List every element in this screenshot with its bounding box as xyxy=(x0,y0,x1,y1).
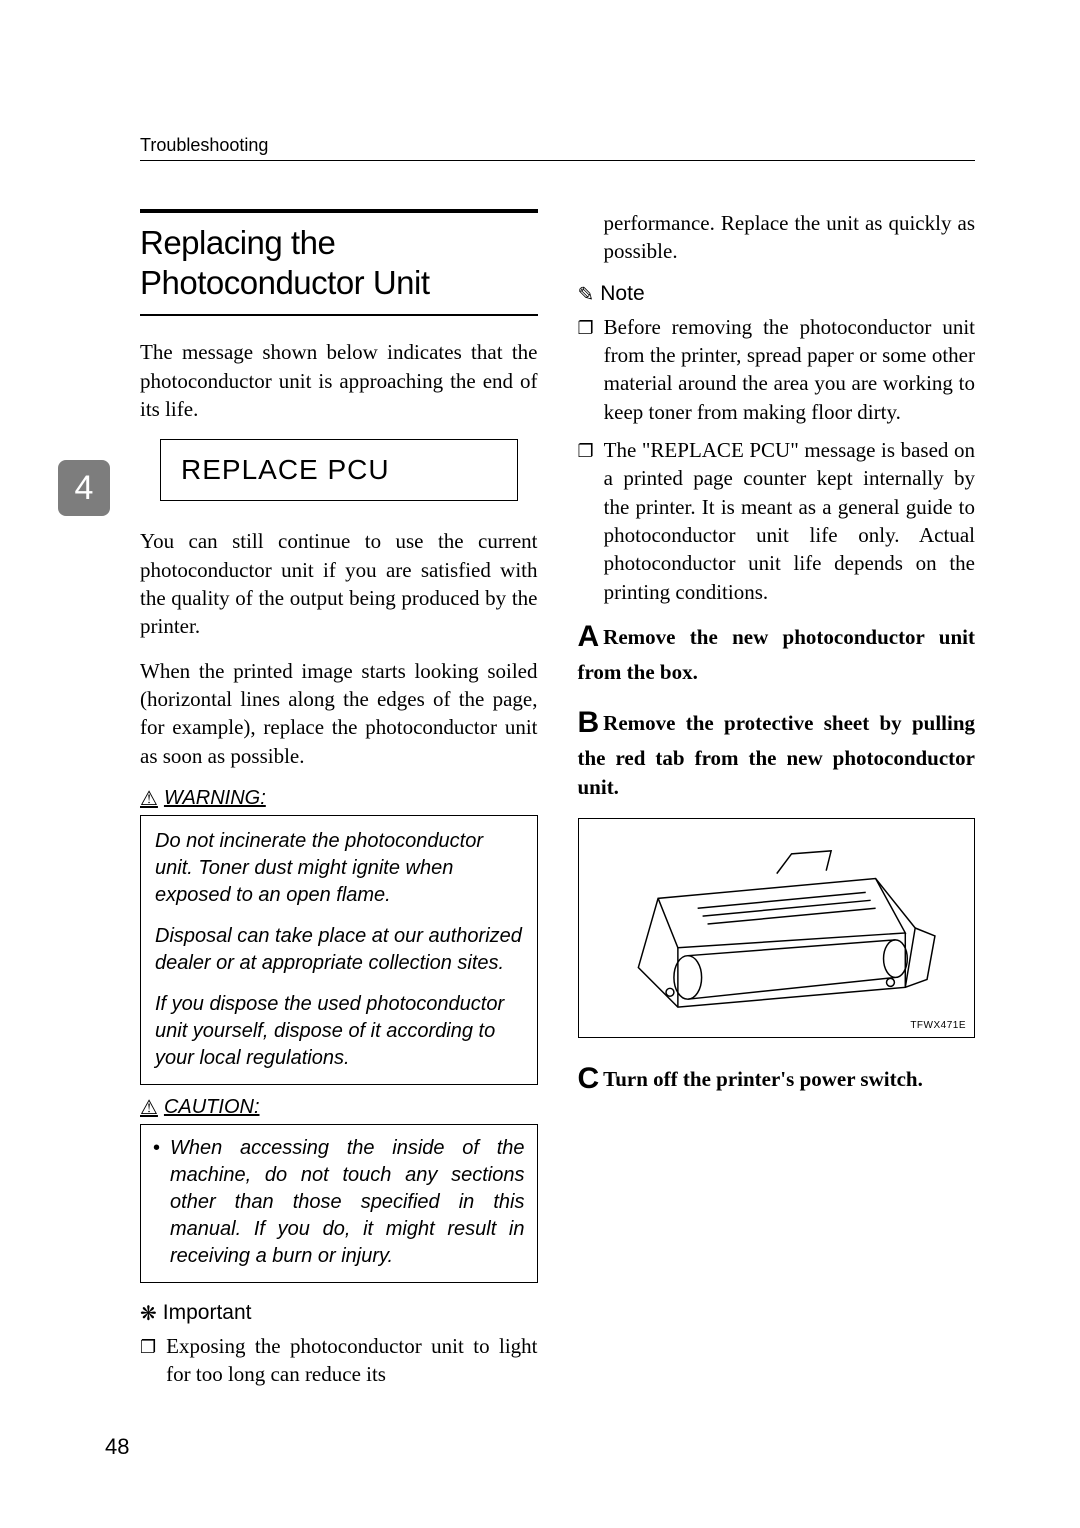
list-item-text: Before removing the photoconductor unit … xyxy=(604,313,975,426)
figure-code: TFWX471E xyxy=(910,1020,966,1031)
important-list: ❐ Exposing the photoconductor unit to li… xyxy=(140,1332,538,1389)
gear-icon: ❋ xyxy=(140,1301,157,1326)
body-paragraph: When the printed image starts looking so… xyxy=(140,657,538,770)
body-paragraph: You can still continue to use the curren… xyxy=(140,527,538,640)
warning-paragraph: Do not incinerate the photoconductor uni… xyxy=(155,828,523,909)
step-c: CTurn off the printer's power switch. xyxy=(578,1058,976,1099)
list-item-text: The "REPLACE PCU" message is based on a … xyxy=(604,436,975,606)
photoconductor-illustration xyxy=(579,819,975,1037)
square-bullet-icon: ❐ xyxy=(578,313,594,426)
important-heading: ❋ Important xyxy=(140,1301,538,1326)
bullet-icon: • xyxy=(153,1135,160,1270)
warning-label: ⚠ WARNING: xyxy=(140,786,538,811)
figure-photoconductor-unit: TFWX471E xyxy=(578,818,976,1038)
step-text: Remove the new photoconductor unit from … xyxy=(578,625,976,683)
step-letter: C xyxy=(578,1062,600,1095)
important-continuation: performance. Replace the unit as quickly… xyxy=(604,209,976,266)
square-bullet-icon: ❐ xyxy=(578,436,594,606)
two-column-layout: Replacing the Photoconductor Unit The me… xyxy=(140,209,975,1399)
list-item: ❐ The "REPLACE PCU" message is based on … xyxy=(578,436,976,606)
list-item: ❐ Before removing the photoconductor uni… xyxy=(578,313,976,426)
caution-text: When accessing the inside of the machine… xyxy=(170,1135,524,1270)
step-b: BRemove the protective sheet by pulling … xyxy=(578,702,976,801)
warning-paragraph: Disposal can take place at our authorize… xyxy=(155,923,523,977)
section-title: Replacing the Photoconductor Unit xyxy=(140,209,538,316)
warning-box: Do not incinerate the photoconductor uni… xyxy=(140,815,538,1085)
step-letter: A xyxy=(578,620,600,653)
intro-paragraph: The message shown below indicates that t… xyxy=(140,338,538,423)
step-text: Remove the protective sheet by pulling t… xyxy=(578,711,976,798)
square-bullet-icon: ❐ xyxy=(140,1332,156,1389)
lcd-message-box: REPLACE PCU xyxy=(160,439,518,501)
caution-triangle-icon: ⚠ xyxy=(140,1095,158,1120)
left-column: Replacing the Photoconductor Unit The me… xyxy=(140,209,538,1399)
caution-label-text: CAUTION: xyxy=(164,1096,260,1119)
important-label-text: Important xyxy=(163,1301,252,1325)
page-number: 48 xyxy=(105,1434,129,1460)
note-heading: ✎ Note xyxy=(578,282,976,307)
right-column: performance. Replace the unit as quickly… xyxy=(578,209,976,1399)
list-item: ❐ Exposing the photoconductor unit to li… xyxy=(140,1332,538,1389)
running-head: Troubleshooting xyxy=(140,135,975,161)
chapter-tab: 4 xyxy=(58,460,110,516)
pencil-icon: ✎ xyxy=(578,282,595,307)
note-label-text: Note xyxy=(600,282,644,306)
caution-box: • When accessing the inside of the machi… xyxy=(140,1124,538,1283)
warning-label-text: WARNING: xyxy=(164,787,266,810)
list-item-text: Exposing the photoconductor unit to ligh… xyxy=(166,1332,537,1389)
warning-triangle-icon: ⚠ xyxy=(140,786,158,811)
caution-label: ⚠ CAUTION: xyxy=(140,1095,538,1120)
step-a: ARemove the new photoconductor unit from… xyxy=(578,616,976,686)
note-list: ❐ Before removing the photoconductor uni… xyxy=(578,313,976,606)
step-text: Turn off the printer's power switch. xyxy=(603,1067,923,1091)
warning-paragraph: If you dispose the used photoconductor u… xyxy=(155,991,523,1072)
caution-item: • When accessing the inside of the machi… xyxy=(153,1135,525,1270)
page: Troubleshooting 4 Replacing the Photocon… xyxy=(0,0,1080,1528)
step-letter: B xyxy=(578,706,600,739)
